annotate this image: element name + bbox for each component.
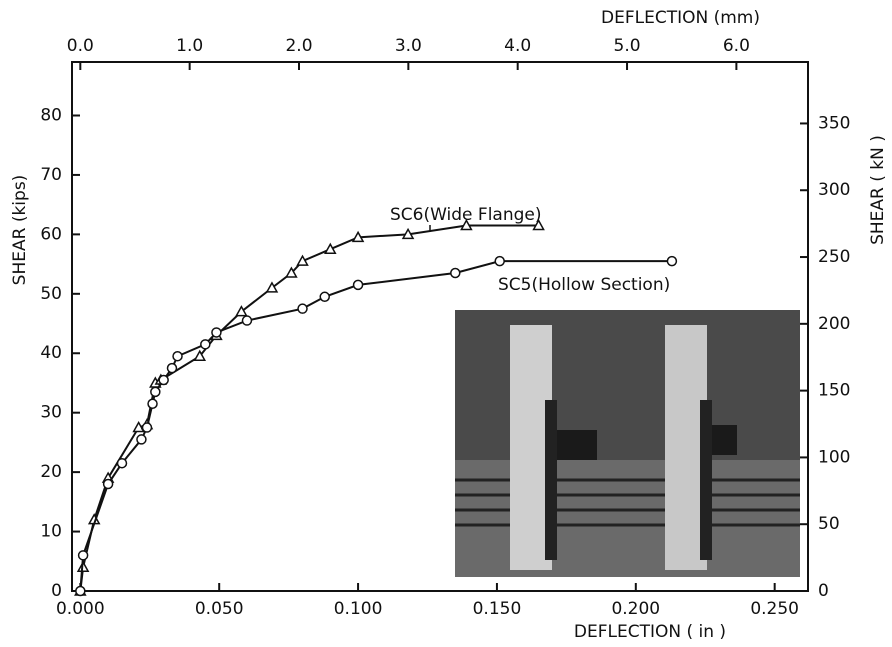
y2-axis-title: SHEAR ( kN ) [868,135,888,245]
y2-tick-label: 150 [818,381,850,401]
marker [77,550,89,561]
y-tick-label: 80 [40,105,62,125]
y2-tick-label: 0 [818,581,829,601]
y2-tick-label: 350 [818,113,850,133]
x2-tick-label: 5.0 [614,36,641,56]
marker [460,218,473,231]
marker [200,339,211,350]
marker [296,254,309,266]
y-tick-label: 60 [40,224,62,244]
y2-tick-label: 250 [818,247,850,267]
marker [136,434,147,445]
marker [450,267,461,279]
y-tick-label: 20 [40,462,62,482]
x-tick-label: 0.200 [611,599,660,619]
x2-tick-label: 6.0 [723,36,750,56]
photo-inset [455,310,800,577]
marker [241,315,253,326]
marker [285,266,298,278]
x-tick-label: 0.000 [56,599,105,619]
marker [265,281,279,293]
marker [494,255,505,267]
y-axis-title: SHEAR (kips) [10,175,30,286]
series-label: SC6(Wide Flange) [390,205,542,225]
y2-tick-label: 50 [818,514,840,534]
y2-tick-label: 300 [818,180,850,200]
y-tick-label: 50 [40,284,62,304]
marker [324,242,337,254]
plot-frame [71,61,809,592]
x-tick-label: 0.250 [750,599,799,619]
marker [158,374,169,386]
y-tick-label: 70 [40,165,62,185]
x2-tick-label: 2.0 [285,36,312,56]
marker [319,291,330,303]
x-tick-label: 0.050 [195,599,244,619]
marker [352,279,364,291]
x-axis-title: DEFLECTION ( in ) [574,622,726,642]
marker [75,585,86,597]
marker [172,350,183,362]
marker [401,227,415,240]
marker [297,303,308,314]
marker [116,457,128,469]
x2-tick-label: 4.0 [504,36,531,56]
x2-tick-label: 0.0 [67,36,94,56]
x2-tick-label: 3.0 [395,36,422,56]
x2-tick-label: 1.0 [176,36,203,56]
y2-tick-label: 100 [818,447,850,467]
marker [211,327,222,338]
marker [102,478,114,490]
y-tick-label: 40 [40,343,62,363]
x2-axis-title: DEFLECTION (mm) [601,8,760,28]
x-tick-label: 0.100 [334,599,383,619]
marker [532,218,545,231]
marker [666,255,678,267]
y-tick-label: 0 [51,581,62,601]
y-tick-label: 30 [40,403,62,423]
marker [166,362,178,374]
marker [147,398,158,410]
x-tick-label: 0.150 [473,599,522,619]
marker [150,386,161,398]
marker [235,305,248,317]
y2-tick-label: 200 [818,314,850,334]
series-label: SC5(Hollow Section) [498,275,670,295]
y-tick-label: 10 [40,522,62,542]
marker [351,230,365,243]
marker [193,349,207,361]
marker [141,422,153,433]
